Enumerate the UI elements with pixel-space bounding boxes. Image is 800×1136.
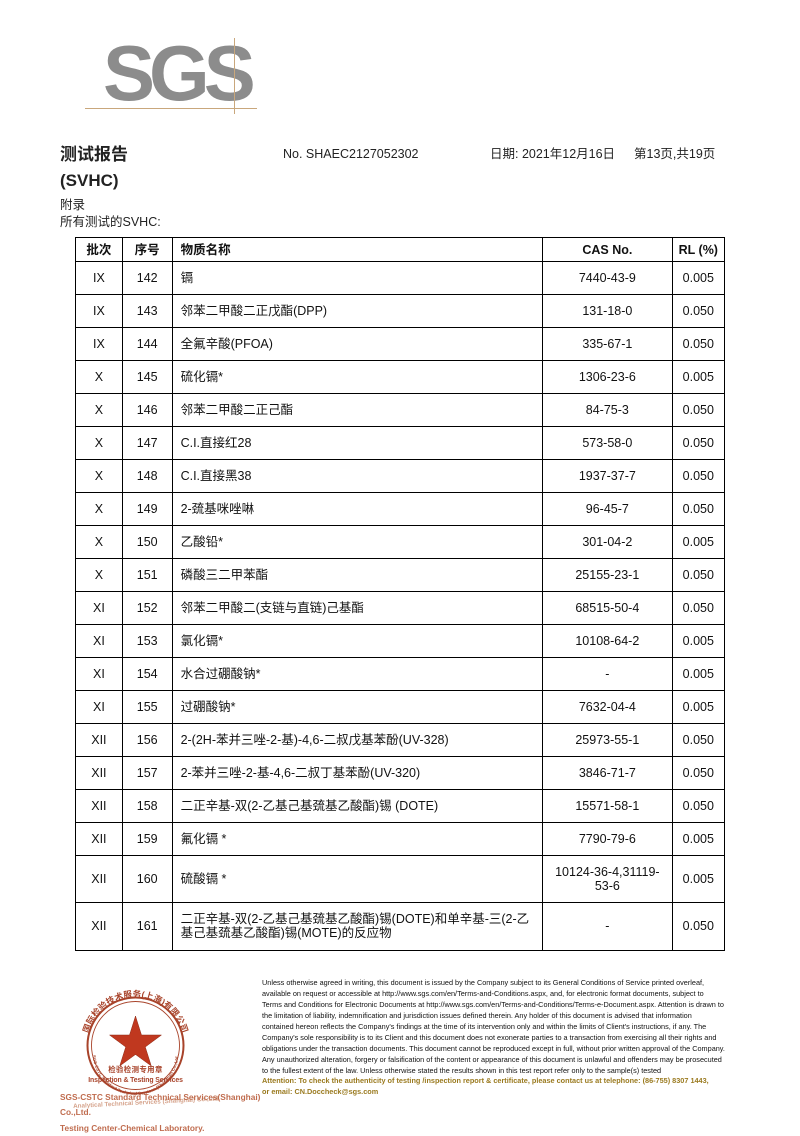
svg-text:检验检测专用章: 检验检测专用章 <box>108 1065 163 1074</box>
svg-text:Inspection & Testing Services: Inspection & Testing Services <box>88 1077 183 1084</box>
